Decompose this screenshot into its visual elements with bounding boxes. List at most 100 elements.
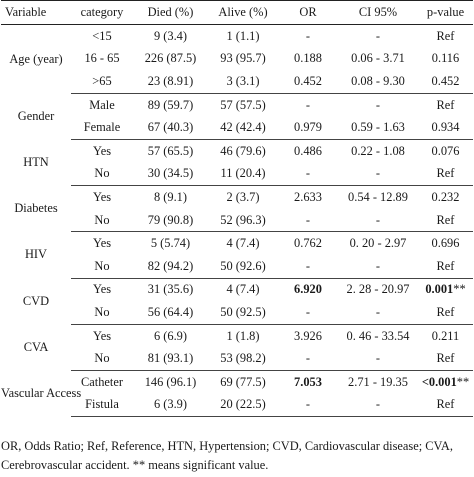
died-cell: 31 (35.6) bbox=[147, 282, 194, 297]
p-value: Ref bbox=[436, 304, 455, 319]
category-cell: No bbox=[71, 301, 133, 325]
p-value-cell: Ref bbox=[418, 254, 473, 279]
or-cell: - bbox=[278, 347, 338, 371]
ci-cell: 0.54 - 12.89 bbox=[348, 189, 408, 204]
or-cell: - bbox=[278, 208, 338, 233]
alive-cell: 93 (95.7) bbox=[220, 51, 266, 66]
header-alive: Alive (%) bbox=[208, 0, 278, 25]
table-row: CVA Yes 6 (6.9) 1 (1.8) 3.926 0. 46 - 33.54 0.… bbox=[1, 324, 473, 354]
variable-cell: HTN bbox=[23, 155, 49, 170]
ci-cell: - bbox=[338, 347, 418, 371]
p-value-cell: 0.696 bbox=[418, 232, 473, 255]
p-value-cell: <0.001** bbox=[418, 370, 473, 393]
alive-cell: 11 (20.4) bbox=[208, 162, 278, 187]
p-value: 0.232 bbox=[431, 189, 460, 204]
p-value: 0.076 bbox=[431, 143, 460, 158]
category-cell: <15 bbox=[92, 28, 112, 43]
ci-cell: 0.59 - 1.63 bbox=[338, 116, 418, 140]
table-footnote: OR, Odds Ratio; Ref, Reference, HTN, Hyp… bbox=[1, 439, 453, 472]
ci-cell: - bbox=[338, 301, 418, 325]
p-value: 0.452 bbox=[431, 73, 460, 88]
category-cell: Male bbox=[89, 97, 115, 112]
died-cell: 5 (5.74) bbox=[150, 236, 191, 251]
died-cell: 30 (34.5) bbox=[133, 162, 208, 187]
category-cell: Female bbox=[71, 116, 133, 140]
alive-cell: 1 (1.1) bbox=[226, 28, 260, 43]
ci-cell: 0.08 - 9.30 bbox=[338, 70, 418, 94]
p-value-cell: Ref bbox=[418, 393, 473, 418]
table-row: No 30 (34.5) 11 (20.4) - - Ref bbox=[1, 162, 473, 187]
ci-cell: - bbox=[338, 208, 418, 233]
p-value: 0.934 bbox=[431, 120, 460, 135]
p-value: Ref bbox=[436, 397, 455, 412]
alive-cell: 52 (96.3) bbox=[208, 208, 278, 233]
category-cell: Yes bbox=[92, 282, 112, 297]
header-p-value: p-value bbox=[418, 0, 473, 25]
ci-cell: 0.06 - 3.71 bbox=[351, 51, 405, 66]
alive-cell: 57 (57.5) bbox=[220, 97, 266, 112]
variable-cell: CVD bbox=[22, 293, 50, 308]
table-row: Gender Male 89 (59.7) 57 (57.5) - - Ref bbox=[1, 93, 473, 123]
table-row: Fistula 6 (3.9) 20 (22.5) - - Ref bbox=[1, 393, 473, 418]
table-row: No 56 (64.4) 50 (92.5) - - Ref bbox=[1, 301, 473, 325]
p-value-cell: 0.116 bbox=[418, 48, 473, 71]
alive-cell: 50 (92.5) bbox=[208, 301, 278, 325]
category-cell: Fistula bbox=[71, 393, 133, 418]
died-cell: 81 (93.1) bbox=[133, 347, 208, 371]
or-cell: 7.053 bbox=[294, 374, 322, 389]
or-cell: - bbox=[305, 28, 311, 43]
alive-cell: 4 (7.4) bbox=[226, 236, 260, 251]
died-cell: 8 (9.1) bbox=[153, 189, 188, 204]
died-cell: 67 (40.3) bbox=[133, 116, 208, 140]
or-cell: 0.762 bbox=[294, 236, 322, 251]
category-cell: No bbox=[71, 162, 133, 187]
p-value-cell: 0.001** bbox=[418, 278, 473, 301]
p-value-cell: Ref bbox=[418, 301, 473, 325]
p-value: Ref bbox=[436, 212, 455, 227]
or-cell: - bbox=[278, 162, 338, 187]
or-cell: - bbox=[278, 393, 338, 418]
p-value-cell: Ref bbox=[418, 93, 473, 116]
died-cell: 146 (96.1) bbox=[144, 374, 197, 389]
alive-cell: 46 (79.6) bbox=[220, 143, 266, 158]
category-cell: No bbox=[71, 254, 133, 279]
p-value-cell: 0.452 bbox=[418, 70, 473, 94]
variable-cell: Gender bbox=[17, 108, 55, 123]
alive-cell: 69 (77.5) bbox=[220, 374, 266, 389]
table-row: CVD Yes 31 (35.6) 4 (7.4) 6.920 2. 28 - 20.97… bbox=[1, 278, 473, 307]
or-cell: 2.633 bbox=[294, 189, 322, 204]
or-cell: 0.486 bbox=[294, 143, 322, 158]
ci-cell: 0. 20 - 2.97 bbox=[349, 236, 407, 251]
category-cell: 16 - 65 bbox=[84, 51, 120, 66]
category-cell: Yes bbox=[92, 189, 112, 204]
table-row: Diabetes Yes 8 (9.1) 2 (3.7) 2.633 0.54 - 12.… bbox=[1, 186, 473, 215]
category-cell: Yes bbox=[92, 236, 112, 251]
header-ci: CI 95% bbox=[338, 0, 418, 25]
table-row: No 82 (94.2) 50 (92.6) - - Ref bbox=[1, 254, 473, 279]
alive-cell: 2 (3.7) bbox=[226, 189, 260, 204]
table-row: No 81 (93.1) 53 (98.2) - - Ref bbox=[1, 347, 473, 371]
died-cell: 89 (59.7) bbox=[147, 97, 194, 112]
table-row: No 79 (90.8) 52 (96.3) - - Ref bbox=[1, 208, 473, 233]
category-cell: Yes bbox=[92, 328, 112, 343]
p-value: Ref bbox=[436, 258, 455, 273]
died-cell: 23 (8.91) bbox=[133, 70, 208, 94]
p-value: <0.001 bbox=[421, 374, 457, 389]
table-row: HIV Yes 5 (5.74) 4 (7.4) 0.762 0. 20 - 2.97 0.… bbox=[1, 232, 473, 261]
variable-cell: Diabetes bbox=[14, 201, 58, 216]
category-cell: Catheter bbox=[81, 374, 123, 389]
p-value: Ref bbox=[436, 351, 455, 366]
or-cell: 6.920 bbox=[294, 282, 322, 297]
alive-cell: 3 (3.1) bbox=[208, 70, 278, 94]
table-row: Female 67 (40.3) 42 (42.4) 0.979 0.59 - 1.63… bbox=[1, 116, 473, 140]
p-value: 0.211 bbox=[431, 328, 460, 343]
p-value: Ref bbox=[436, 166, 455, 181]
results-table: Variable category Died (%) Alive (%) OR … bbox=[1, 0, 473, 418]
header-died: Died (%) bbox=[133, 0, 208, 25]
category-cell: No bbox=[71, 208, 133, 233]
header-or: OR bbox=[278, 0, 338, 25]
ci-cell: - bbox=[338, 254, 418, 279]
p-value-cell: 0.232 bbox=[418, 186, 473, 209]
or-cell: - bbox=[278, 301, 338, 325]
p-value: 0.116 bbox=[431, 51, 460, 66]
